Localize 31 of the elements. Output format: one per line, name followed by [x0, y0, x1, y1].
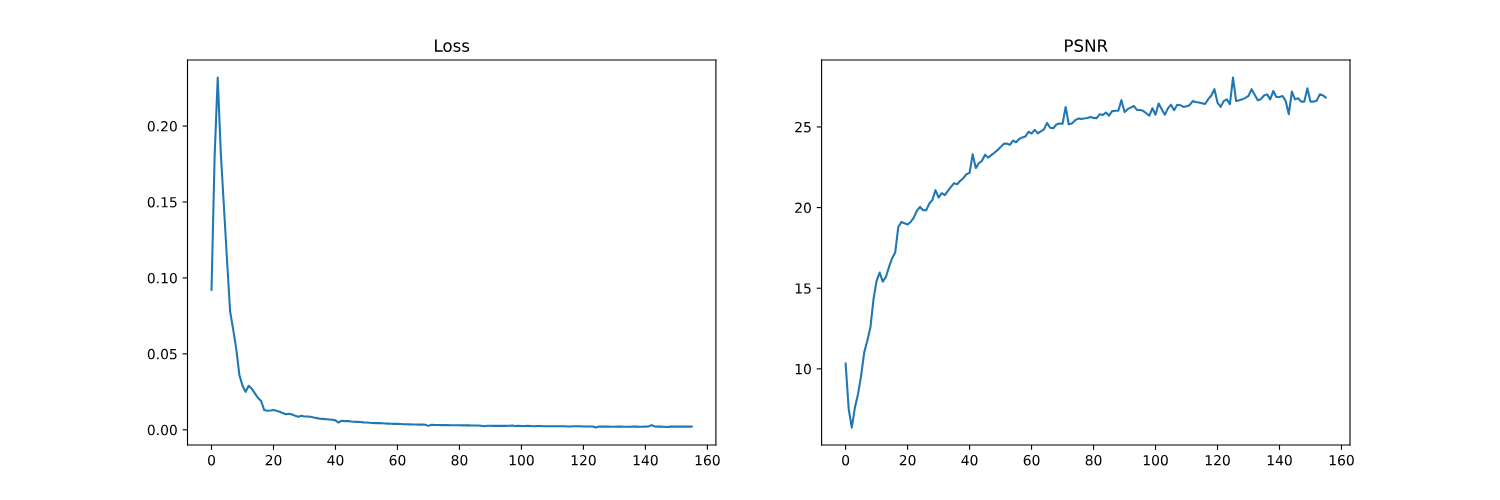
x-tick-label: 40 [327, 454, 344, 466]
x-tick-label: 60 [389, 454, 406, 466]
x-tick-label: 80 [1085, 454, 1102, 466]
x-tick-label: 0 [842, 454, 850, 466]
x-tick-label: 160 [695, 454, 720, 466]
line-series [210, 76, 693, 429]
x-tick-label: 140 [1267, 454, 1292, 466]
x-tick-label: 160 [1329, 454, 1354, 466]
line-series [844, 76, 1328, 429]
y-tick-label: 25 [795, 121, 811, 133]
chart-title: PSNR [1065, 39, 1108, 52]
x-tick-label: 40 [961, 454, 978, 466]
x-tick-label: 140 [633, 454, 658, 466]
x-tick-label: 100 [1143, 454, 1168, 466]
y-tick-label: 15 [795, 283, 811, 294]
x-tick-label: 120 [1205, 454, 1230, 466]
x-tick-label: 120 [571, 454, 596, 466]
x-tick-label: 20 [265, 454, 282, 466]
chart-title: Loss [435, 39, 470, 52]
y-tick-label: 0.05 [147, 348, 177, 360]
x-tick-label: 20 [899, 454, 916, 466]
x-tick-label: 0 [208, 454, 216, 466]
y-tick-label: 10 [795, 363, 811, 375]
y-tick-label: 0.00 [147, 424, 177, 436]
y-tick-label: 20 [795, 202, 811, 214]
x-tick-label: 100 [509, 454, 534, 466]
x-tick-label: 80 [451, 454, 468, 466]
x-tick-label: 60 [1023, 454, 1040, 466]
y-tick-label: 0.15 [147, 196, 177, 208]
y-tick-label: 0.10 [147, 272, 177, 284]
y-tick-label: 0.20 [147, 121, 177, 132]
